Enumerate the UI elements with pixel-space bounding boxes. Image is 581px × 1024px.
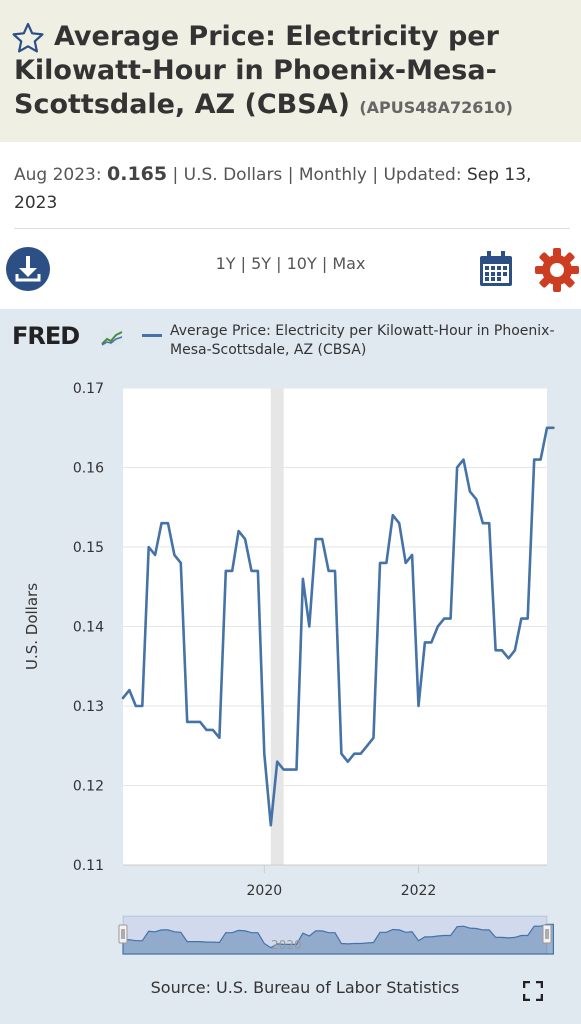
navigator-track xyxy=(122,915,548,955)
y-tick-label: 0.13 xyxy=(73,699,104,715)
x-tick-label: 2022 xyxy=(401,883,437,899)
y-tick-label: 0.16 xyxy=(73,461,104,477)
range-max[interactable]: Max xyxy=(332,254,366,273)
gear-icon[interactable] xyxy=(534,247,580,293)
range-separator: | xyxy=(276,254,282,273)
navigator-series xyxy=(122,923,554,955)
fred-logo: FRED xyxy=(12,322,80,350)
navigator-selection xyxy=(123,916,547,954)
y-axis-label: U.S. Dollars xyxy=(23,583,41,670)
star-icon[interactable] xyxy=(12,22,44,54)
observation-value: 0.165 xyxy=(107,163,168,185)
navigator-label: 2020 xyxy=(271,938,302,952)
observation-date: Aug 2023: xyxy=(14,165,102,185)
divider xyxy=(14,228,570,229)
y-tick-label: 0.17 xyxy=(73,381,104,397)
range-separator: | xyxy=(240,254,246,273)
navigator-handle[interactable] xyxy=(542,924,552,944)
range-separator: | xyxy=(321,254,328,273)
y-tick-label: 0.11 xyxy=(73,858,104,874)
fred-logo-chart-icon xyxy=(101,330,123,346)
observation-summary: Aug 2023: 0.165 | U.S. Dollars | Monthly… xyxy=(14,160,569,217)
date-range-selector: 1Y | 5Y | 10Y | Max xyxy=(0,254,581,273)
source-note: Source: U.S. Bureau of Labor Statistics xyxy=(150,978,460,997)
line-chart[interactable]: 0.11 0.12 0.13 0.14 0.15 0.16 0.17 2020 2022 U.… xyxy=(0,360,581,970)
y-tick-label: 0.14 xyxy=(73,620,104,636)
range-5y[interactable]: 5Y xyxy=(251,254,272,273)
series-header: Average Price: Electricity per Kilowatt-… xyxy=(0,0,581,142)
updated-date: Sep 13, 2023 xyxy=(14,165,532,213)
range-10y[interactable]: 10Y xyxy=(286,254,317,273)
download-button[interactable] xyxy=(6,247,50,291)
download-icon xyxy=(15,256,41,282)
y-tick-label: 0.12 xyxy=(73,779,104,795)
series-id: (APUS48A72610) xyxy=(359,98,513,117)
navigator-handle[interactable] xyxy=(118,924,128,944)
updated-label: | Updated: xyxy=(372,165,462,185)
calendar-icon[interactable] xyxy=(478,250,514,288)
legend-swatch xyxy=(142,334,162,337)
x-tick-label: 2020 xyxy=(247,883,283,899)
expand-icon[interactable] xyxy=(523,981,543,1001)
series-line xyxy=(121,426,555,827)
range-1y[interactable]: 1Y xyxy=(215,254,236,273)
legend-label: Average Price: Electricity per Kilowatt-… xyxy=(170,323,555,358)
page-title: Average Price: Electricity per Kilowatt-… xyxy=(14,20,574,125)
frequency-label: Monthly xyxy=(298,165,367,185)
title-text: Average Price: Electricity per Kilowatt-… xyxy=(14,21,499,120)
y-tick-label: 0.15 xyxy=(73,540,104,556)
units-label: | U.S. Dollars | xyxy=(172,165,294,185)
